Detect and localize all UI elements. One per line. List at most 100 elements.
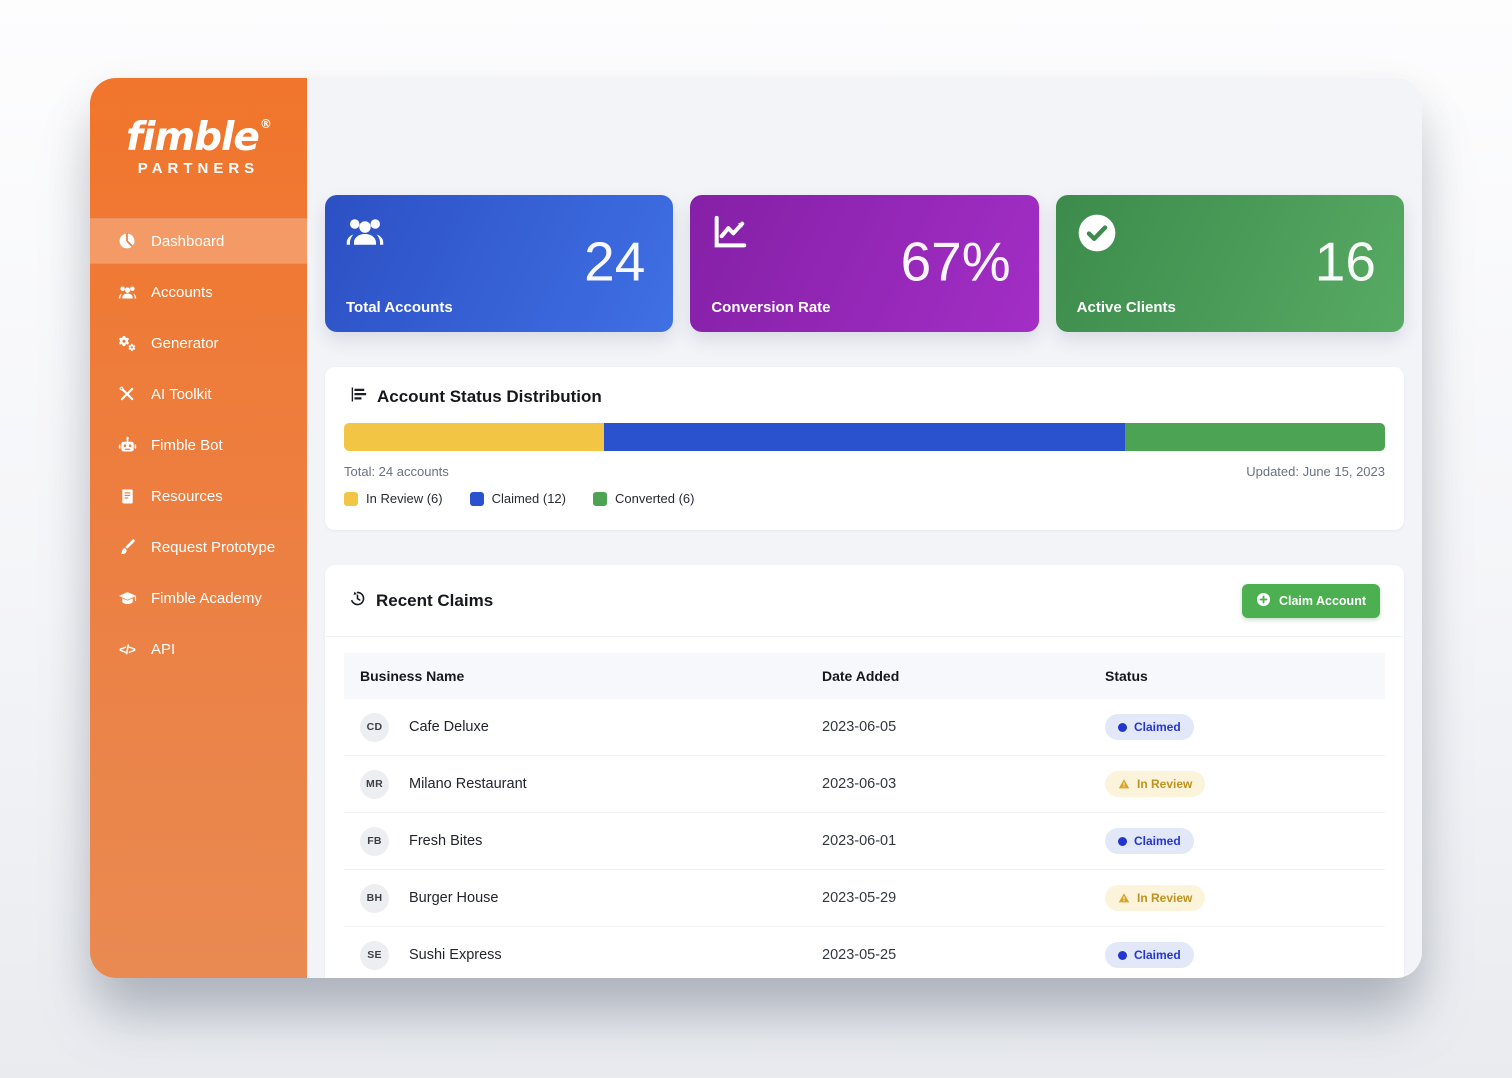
- business-name: Milano Restaurant: [409, 776, 527, 792]
- avatar: CD: [360, 712, 389, 742]
- sidebar-item-resources[interactable]: Resources: [90, 473, 307, 519]
- avatar: FB: [360, 826, 389, 856]
- avatar: BH: [360, 883, 389, 913]
- sidebar-item-label: Accounts: [151, 283, 213, 301]
- total-accounts-text: Total: 24 accounts: [344, 464, 449, 479]
- code-icon: </>: [119, 641, 136, 657]
- sidebar-item-label: Resources: [151, 487, 223, 505]
- business-name: Burger House: [409, 890, 499, 906]
- registered-mark: ®: [259, 117, 272, 131]
- legend-swatch: [344, 491, 358, 506]
- main-content: 24 Total Accounts 67% Conversion Rate 16…: [307, 78, 1422, 978]
- column-header-business-name: Business Name: [360, 668, 465, 684]
- sidebar-item-accounts[interactable]: Accounts: [90, 269, 307, 315]
- business-name: Fresh Bites: [409, 833, 483, 849]
- sidebar-item-label: Fimble Bot: [151, 436, 223, 454]
- trend-line-icon: [710, 215, 750, 256]
- account-status-distribution-card: Account Status Distribution Total: 24 ac…: [325, 367, 1404, 530]
- sidebar-item-label: Generator: [151, 334, 219, 352]
- status-badge: Claimed: [1105, 714, 1194, 740]
- status-badge: Claimed: [1105, 828, 1194, 854]
- updated-date-text: Updated: June 15, 2023: [1246, 464, 1385, 479]
- gauge-pie-icon: [117, 232, 137, 250]
- legend-item-converted: Converted (6): [593, 491, 694, 506]
- brand-logo: fimble® PARTNERS: [90, 78, 307, 197]
- business-name: Cafe Deluxe: [409, 719, 489, 735]
- sidebar-nav: Dashboard Accounts Generator AI Toolkit: [90, 218, 307, 677]
- table-row[interactable]: MR Milano Restaurant 2023-06-03 In Review: [344, 756, 1385, 813]
- stat-card-total-accounts: 24 Total Accounts: [325, 195, 674, 332]
- section-title: Recent Claims: [376, 591, 494, 610]
- claims-table: Business Name Date Added Status CD Cafe D…: [344, 653, 1385, 978]
- section-title: Account Status Distribution: [377, 387, 602, 406]
- dashboard-window: fimble® PARTNERS Dashboard Accounts Ge: [90, 78, 1422, 978]
- date-added: 2023-05-29: [822, 890, 897, 906]
- sidebar-item-label: API: [151, 640, 176, 658]
- stat-card-conversion-rate: 67% Conversion Rate: [690, 195, 1039, 332]
- legend-swatch: [469, 491, 484, 506]
- warning-triangle-icon: [1118, 778, 1130, 790]
- bar-chart-icon: [350, 386, 367, 408]
- date-added: 2023-06-01: [822, 833, 897, 849]
- legend-item-in-review: In Review (6): [344, 491, 443, 506]
- sidebar-item-fimble-bot[interactable]: Fimble Bot: [90, 422, 307, 468]
- legend: In Review (6) Claimed (12) Converted (6): [344, 491, 1385, 506]
- dot-icon: [1118, 950, 1127, 960]
- avatar: MR: [360, 769, 389, 799]
- status-badge: In Review: [1105, 885, 1206, 911]
- stat-value: 16: [1314, 229, 1376, 292]
- bar-segment-converted: [1124, 423, 1385, 451]
- table-row[interactable]: SE Sushi Express 2023-05-25 Claimed: [344, 927, 1385, 978]
- sidebar: fimble® PARTNERS Dashboard Accounts Ge: [90, 78, 307, 978]
- table-row[interactable]: CD Cafe Deluxe 2023-06-05 Claimed: [344, 699, 1385, 756]
- sidebar-item-label: Request Prototype: [151, 538, 276, 556]
- dot-icon: [1118, 836, 1127, 846]
- legend-item-claimed: Claimed (12): [469, 491, 566, 506]
- sidebar-item-generator[interactable]: Generator: [90, 320, 307, 366]
- status-badge: In Review: [1105, 771, 1206, 797]
- sidebar-item-fimble-academy[interactable]: Fimble Academy: [90, 575, 307, 621]
- sidebar-item-label: Fimble Academy: [151, 589, 262, 607]
- sidebar-item-api[interactable]: </> API: [90, 626, 307, 672]
- robot-icon: [117, 436, 137, 455]
- bar-segment-claimed: [604, 423, 1125, 451]
- sidebar-item-label: AI Toolkit: [151, 385, 212, 403]
- stat-value: 24: [584, 229, 646, 292]
- business-name: Sushi Express: [409, 947, 502, 963]
- claim-account-button[interactable]: Claim Account: [1241, 584, 1380, 618]
- avatar: SE: [360, 940, 389, 970]
- sidebar-item-ai-toolkit[interactable]: AI Toolkit: [90, 371, 307, 417]
- table-row[interactable]: BH Burger House 2023-05-29 In Review: [344, 870, 1385, 927]
- sidebar-item-label: Dashboard: [151, 232, 225, 250]
- plus-circle-icon: [1256, 592, 1271, 610]
- sidebar-item-request-prototype[interactable]: Request Prototype: [90, 524, 307, 570]
- users-icon: [117, 283, 137, 302]
- warning-triangle-icon: [1118, 892, 1130, 904]
- stat-value: 67%: [900, 229, 1011, 292]
- users-icon: [345, 219, 385, 256]
- stat-label: Conversion Rate: [711, 299, 831, 316]
- column-header-status: Status: [1105, 668, 1148, 684]
- dot-icon: [1118, 722, 1127, 732]
- stat-card-active-clients: 16 Active Clients: [1055, 195, 1404, 332]
- history-icon: [349, 590, 366, 612]
- check-circle-icon: [1076, 214, 1118, 258]
- brand-name: fimble®: [126, 115, 272, 160]
- date-added: 2023-06-05: [822, 719, 897, 735]
- sidebar-item-dashboard[interactable]: Dashboard: [90, 218, 307, 264]
- date-added: 2023-06-03: [822, 776, 897, 792]
- recent-claims-card: Recent Claims Claim Account Business Nam…: [325, 565, 1404, 978]
- gears-icon: [117, 334, 137, 352]
- table-row[interactable]: FB Fresh Bites 2023-06-01 Claimed: [344, 813, 1385, 870]
- column-header-date-added: Date Added: [822, 668, 900, 684]
- status-distribution-stacked-bar: [344, 423, 1385, 451]
- table-header-row: Business Name Date Added Status: [344, 653, 1385, 699]
- stat-label: Active Clients: [1076, 299, 1176, 316]
- bar-segment-in-review: [344, 423, 605, 451]
- stats-row: 24 Total Accounts 67% Conversion Rate 16…: [325, 195, 1404, 332]
- book-icon: [117, 488, 137, 505]
- graduation-cap-icon: [117, 589, 137, 608]
- brush-icon: [117, 538, 137, 556]
- tools-icon: [117, 385, 137, 403]
- legend-swatch: [593, 491, 607, 506]
